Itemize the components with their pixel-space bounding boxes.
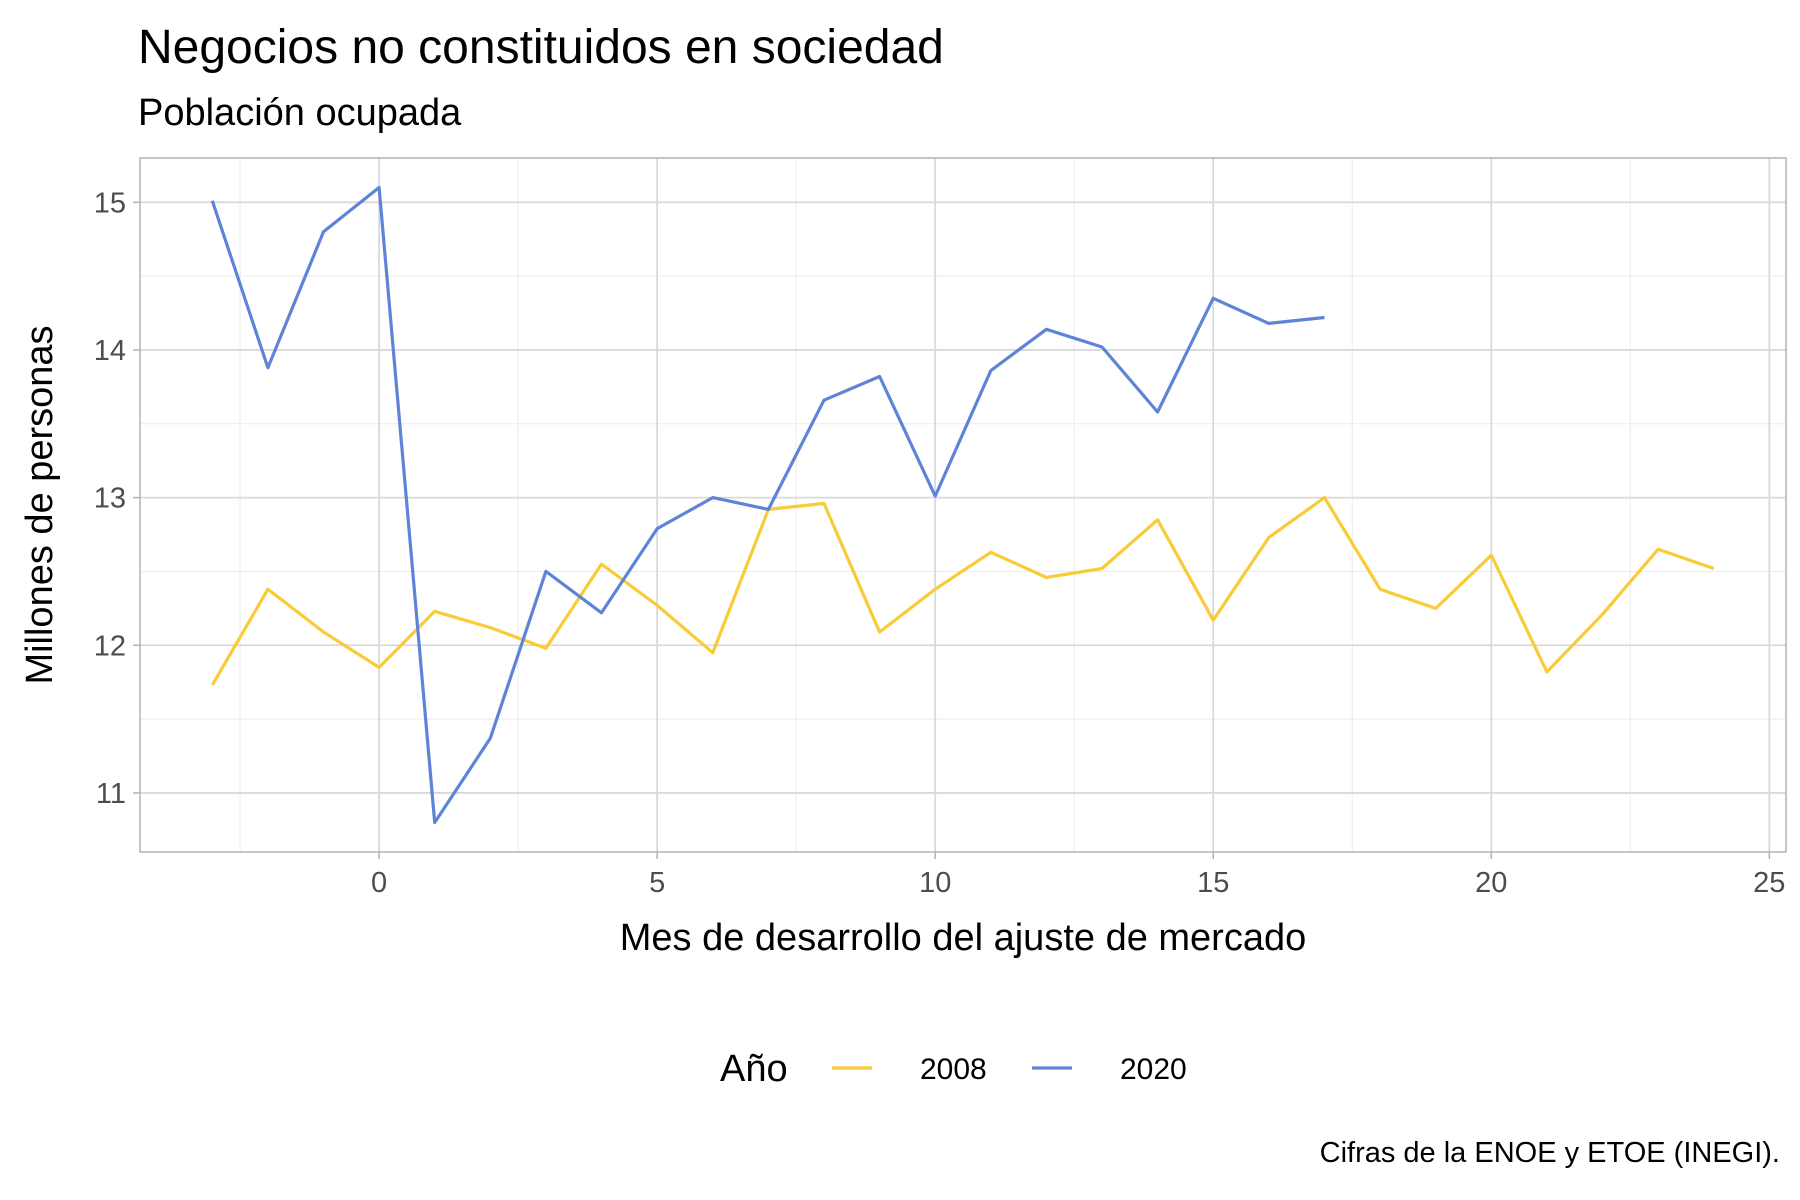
legend: Año 2008 2020 xyxy=(720,1048,1187,1090)
series-lines xyxy=(210,185,1715,825)
series-line-2008 xyxy=(210,496,1715,686)
legend-label-2020: 2020 xyxy=(1120,1053,1187,1086)
x-tick-label: 0 xyxy=(371,867,387,899)
series-line-2020 xyxy=(210,185,1325,825)
x-tick-label: 15 xyxy=(1197,867,1229,899)
y-tick-label: 13 xyxy=(94,483,126,515)
legend-title: Año xyxy=(720,1048,788,1090)
y-tick-label: 14 xyxy=(94,335,126,367)
chart-subtitle: Población ocupada xyxy=(138,92,462,134)
y-tick-label: 12 xyxy=(94,630,126,662)
x-tick-label: 5 xyxy=(649,867,665,899)
x-tick-label: 25 xyxy=(1753,867,1785,899)
legend-label-2008: 2008 xyxy=(920,1053,987,1086)
x-tick-label: 20 xyxy=(1475,867,1507,899)
x-axis-title: Mes de desarrollo del ajuste de mercado xyxy=(620,917,1307,959)
y-tick-label: 15 xyxy=(94,187,126,219)
x-tick-label: 10 xyxy=(919,867,951,899)
y-tick-label: 11 xyxy=(96,778,126,810)
chart-caption: Cifras de la ENOE y ETOE (INEGI). xyxy=(1319,1137,1780,1169)
plot-panel-border xyxy=(139,157,1787,853)
chart-title: Negocios no constituidos en sociedad xyxy=(138,21,944,74)
y-axis-title: Millones de personas xyxy=(19,325,61,684)
axes: 0 5 10 15 20 25 11 12 13 14 15 xyxy=(94,187,1786,899)
